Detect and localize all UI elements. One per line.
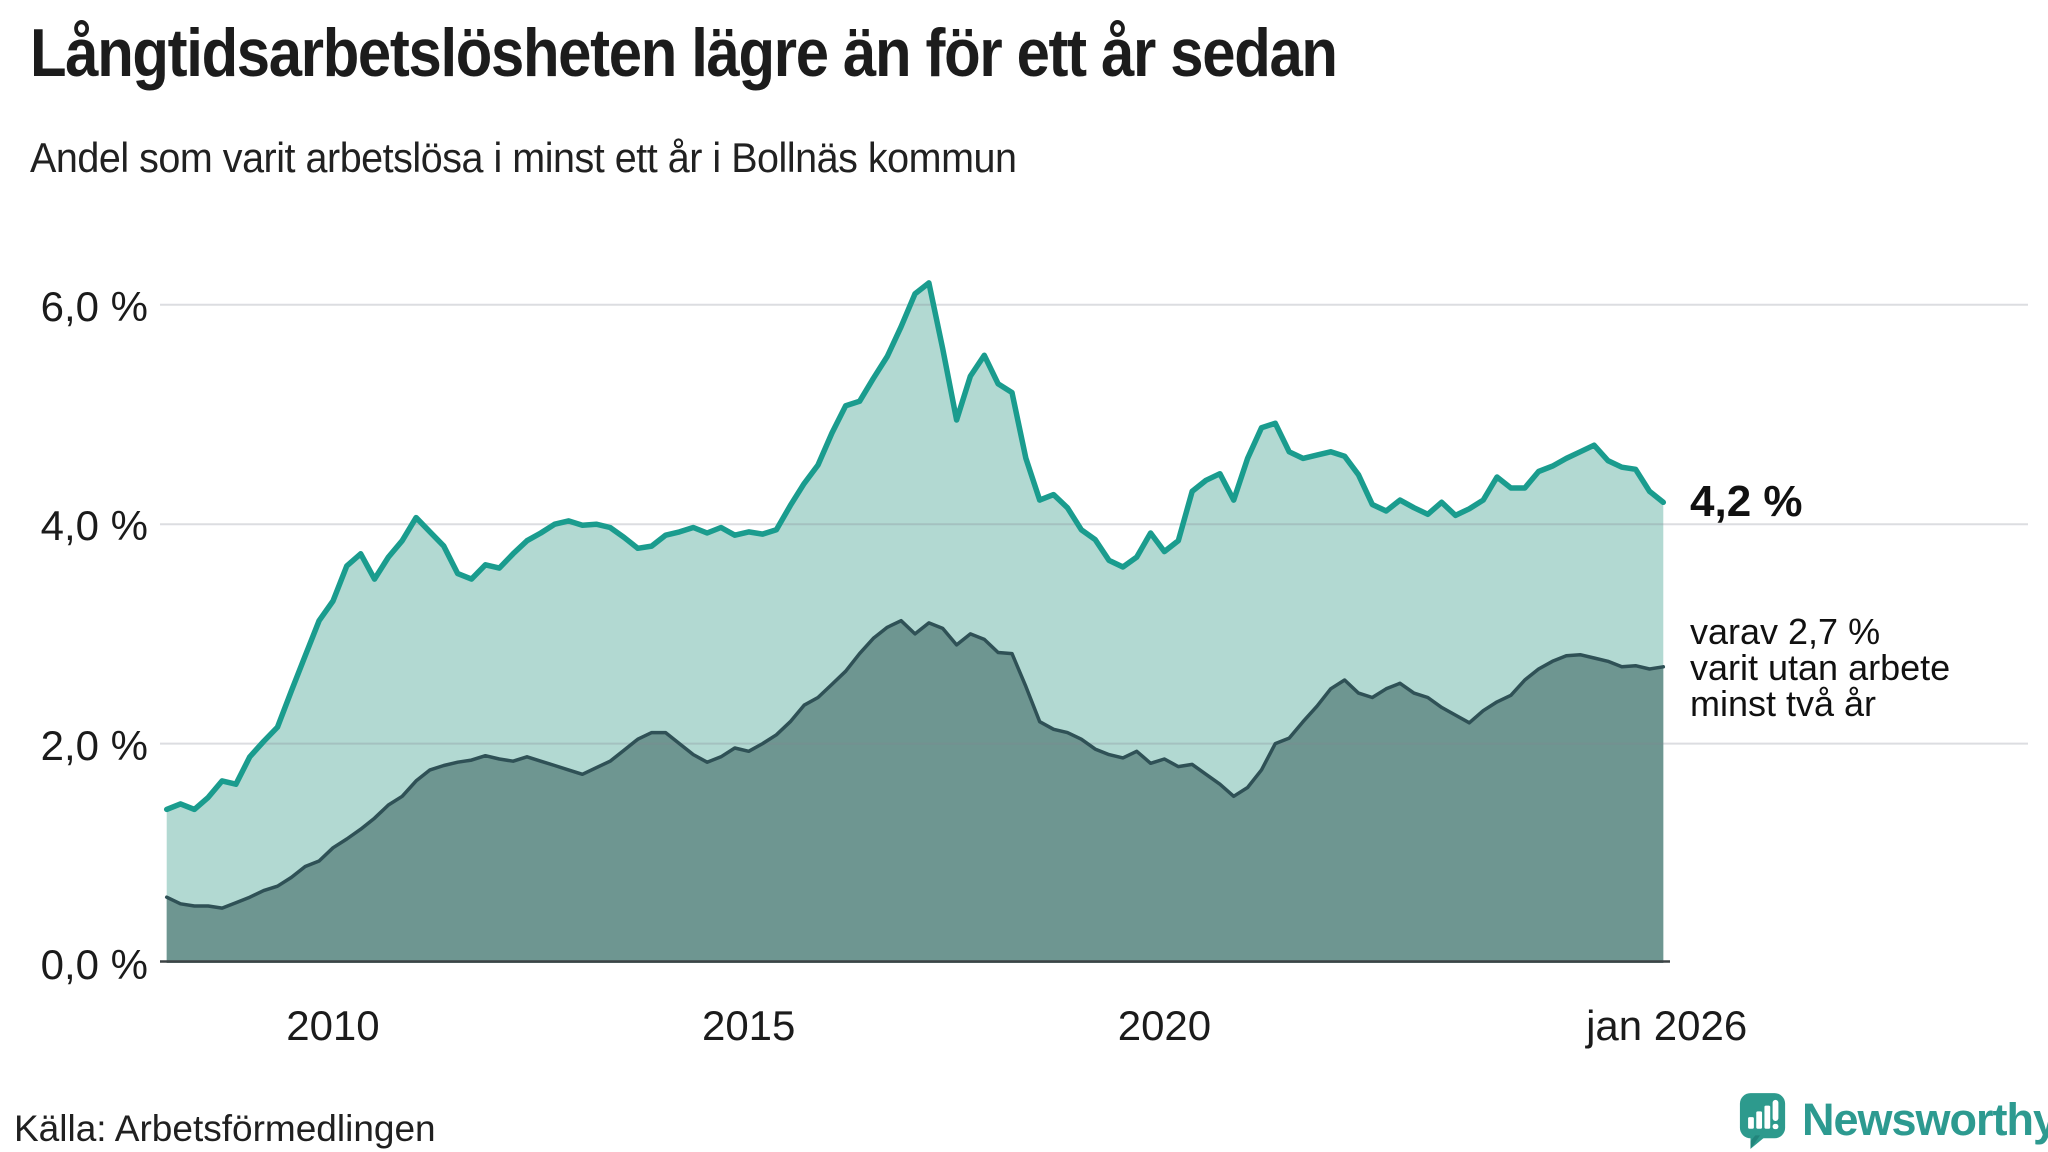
series-line-2 [164, 618, 1666, 910]
series-line-1 [163, 280, 1667, 813]
end-note-line-3: minst två år [1690, 683, 1877, 724]
x-axis-label: jan 2026 [1586, 1002, 1748, 1049]
y-axis-label: 6,0 % [40, 282, 148, 330]
newsworthy-logo[interactable]: Newsworthy [1738, 1090, 2048, 1152]
x-axis-label: 2015 [701, 1002, 796, 1049]
x-axis-label: 2020 [1117, 1002, 1212, 1049]
y-axis-label: 2,0 % [40, 721, 148, 769]
end-note-line-2: varit utan arbete [1690, 647, 1951, 688]
page-title: Långtidsarbetslösheten lägre än för ett … [30, 15, 1338, 91]
y-axis-label: 4,0 % [40, 502, 148, 550]
end-note-line-1: varav 2,7 % [1690, 611, 1881, 652]
newsworthy-wordmark: Newsworthy [1802, 1094, 2048, 1145]
area-fill-series-2 [166, 620, 1664, 963]
area-chart [160, 280, 2028, 963]
end-value-label: 4,2 % [1690, 477, 1803, 526]
x-axis-label: 2010 [286, 1002, 380, 1049]
page-subtitle: Andel som varit arbetslösa i minst ett å… [30, 134, 1017, 181]
y-axis-label: 0,0 % [40, 941, 148, 988]
end-note-label: varav 2,7 % varit utan arbete minst två … [1690, 614, 1950, 722]
newsworthy-bubble-chart-icon [1739, 1093, 1786, 1149]
source-credit: Källa: Arbetsförmedlingen [14, 1108, 436, 1149]
